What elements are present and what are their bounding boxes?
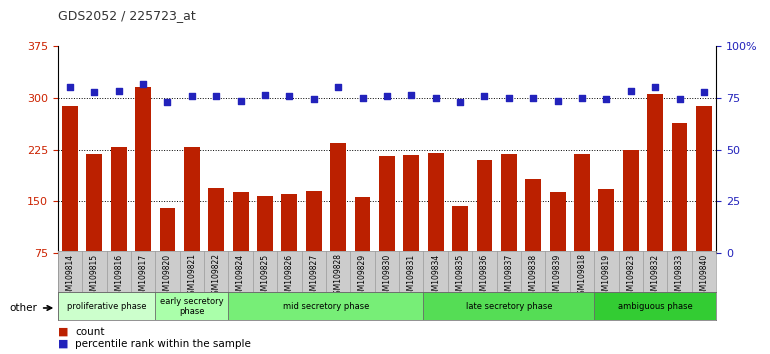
Bar [598, 189, 614, 305]
Bar [574, 154, 590, 305]
Text: GSM109816: GSM109816 [114, 253, 123, 299]
Bar [594, 292, 716, 320]
Bar [233, 192, 249, 305]
Text: early secretory
phase: early secretory phase [160, 297, 223, 316]
Point [503, 95, 515, 101]
Text: GSM109818: GSM109818 [578, 253, 587, 299]
Point [88, 90, 100, 95]
Point [551, 98, 564, 104]
Text: GSM109828: GSM109828 [333, 253, 343, 299]
Text: late secretory phase: late secretory phase [466, 302, 552, 311]
Text: proliferative phase: proliferative phase [67, 302, 146, 311]
Point [137, 81, 149, 87]
Point [259, 92, 271, 98]
Text: GSM109814: GSM109814 [65, 253, 75, 299]
Text: GSM109824: GSM109824 [236, 253, 245, 299]
Point [576, 95, 588, 101]
Bar [696, 106, 711, 305]
Bar [156, 292, 229, 320]
Bar [257, 196, 273, 305]
Text: ■: ■ [58, 327, 69, 337]
Bar [209, 188, 224, 305]
Point [698, 90, 710, 95]
Bar [623, 150, 638, 305]
Text: GDS2052 / 225723_at: GDS2052 / 225723_at [58, 9, 196, 22]
Text: GSM109820: GSM109820 [163, 253, 172, 299]
Text: GSM109817: GSM109817 [139, 253, 148, 299]
Bar [525, 178, 541, 305]
Text: count: count [75, 327, 105, 337]
Text: GSM109834: GSM109834 [431, 253, 440, 299]
Point [307, 96, 320, 102]
Point [161, 99, 173, 105]
Text: GSM109840: GSM109840 [699, 253, 708, 299]
Bar [424, 292, 594, 320]
Point [210, 93, 223, 99]
Bar [111, 148, 126, 305]
Bar [379, 156, 395, 305]
Text: GSM109833: GSM109833 [675, 253, 684, 299]
Text: GSM109836: GSM109836 [480, 253, 489, 299]
Text: GSM109831: GSM109831 [407, 253, 416, 299]
Point [357, 95, 369, 101]
Bar [58, 292, 156, 320]
Bar [671, 123, 688, 305]
Text: percentile rank within the sample: percentile rank within the sample [75, 339, 251, 349]
Point [186, 93, 198, 99]
Text: GSM109839: GSM109839 [553, 253, 562, 299]
Point [64, 85, 76, 90]
Point [332, 85, 344, 90]
Bar [184, 148, 199, 305]
Text: ambiguous phase: ambiguous phase [618, 302, 692, 311]
Text: GSM109829: GSM109829 [358, 253, 367, 299]
Text: GSM109826: GSM109826 [285, 253, 294, 299]
Bar [403, 155, 419, 305]
Point [283, 93, 296, 99]
Point [673, 96, 685, 102]
Bar [229, 292, 424, 320]
Bar [159, 208, 176, 305]
Bar [62, 106, 78, 305]
Point [430, 95, 442, 101]
Text: GSM109832: GSM109832 [651, 253, 660, 299]
Bar [282, 194, 297, 305]
Text: GSM109823: GSM109823 [626, 253, 635, 299]
Bar [86, 154, 102, 305]
Bar [452, 206, 468, 305]
Point [601, 96, 613, 102]
Point [405, 92, 417, 98]
Bar [550, 192, 565, 305]
Point [527, 95, 539, 101]
Text: GSM109827: GSM109827 [310, 253, 318, 299]
Text: GSM109837: GSM109837 [504, 253, 514, 299]
Text: other: other [9, 303, 37, 313]
Bar [501, 154, 517, 305]
Point [649, 85, 661, 90]
Text: GSM109835: GSM109835 [456, 253, 464, 299]
Text: GSM109819: GSM109819 [602, 253, 611, 299]
Bar [306, 191, 322, 305]
Bar [355, 196, 370, 305]
Bar [136, 87, 151, 305]
Bar [477, 160, 492, 305]
Text: ■: ■ [58, 339, 69, 349]
Point [380, 93, 393, 99]
Text: GSM109815: GSM109815 [90, 253, 99, 299]
Point [454, 99, 466, 105]
Point [112, 88, 125, 94]
Bar [648, 95, 663, 305]
Point [478, 93, 490, 99]
Text: mid secretory phase: mid secretory phase [283, 302, 369, 311]
Text: GSM109838: GSM109838 [529, 253, 537, 299]
Text: GSM109830: GSM109830 [383, 253, 391, 299]
Bar [428, 153, 444, 305]
Text: GSM109825: GSM109825 [260, 253, 269, 299]
Point [234, 98, 246, 104]
Text: GSM109821: GSM109821 [187, 253, 196, 299]
Point [624, 88, 637, 94]
Text: GSM109822: GSM109822 [212, 253, 221, 299]
Bar [330, 143, 346, 305]
